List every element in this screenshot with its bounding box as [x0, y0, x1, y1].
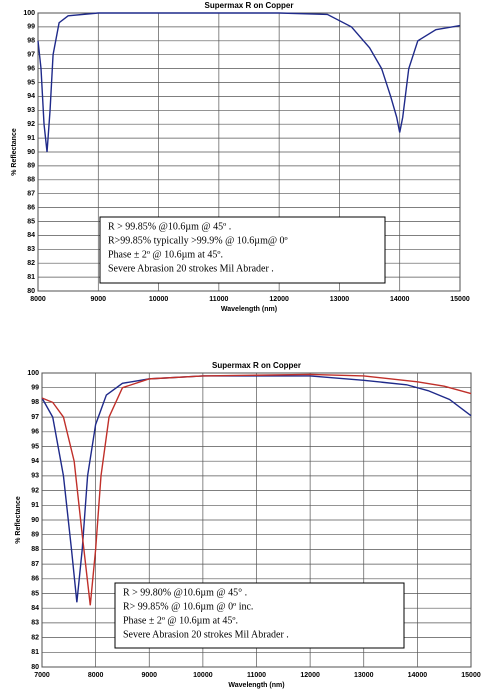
y-tick-label: 96: [27, 65, 35, 72]
y-tick-label: 97: [27, 52, 35, 59]
y-tick-label: 82: [27, 260, 35, 267]
y-tick-label: 96: [31, 429, 39, 436]
y-tick-label: 83: [31, 620, 39, 627]
y-tick-label: 83: [27, 246, 35, 253]
y-tick-label: 98: [27, 38, 35, 45]
y-tick-label: 80: [27, 288, 35, 295]
y-tick-label: 88: [31, 546, 39, 553]
x-tick-label: 9000: [90, 296, 106, 303]
y-tick-label: 91: [31, 502, 39, 509]
annotation: Severe Abrasion 20 strokes Mil Abrader .: [108, 263, 274, 274]
x-tick-label: 12000: [300, 672, 320, 679]
x-tick-label: 8000: [88, 672, 104, 679]
chart: 80 81 82 83 84 85 86 87 88 89 90 91 92 93 94 95 96 97 98 99…: [15, 361, 481, 689]
y-tick-label: 93: [27, 107, 35, 114]
y-tick-label: 86: [27, 204, 35, 211]
y-tick-label: 81: [27, 274, 35, 281]
y-tick-label: 89: [27, 163, 35, 170]
x-tick-label: 14000: [408, 672, 428, 679]
chart: 80 81 82 83 84 85 86 87 88 89 90 91 92 93 94 95 96 97 98 99…: [11, 1, 470, 313]
x-tick-label: 15000: [450, 296, 470, 303]
x-tick-label: 14000: [390, 296, 410, 303]
y-tick-label: 87: [27, 191, 35, 198]
annotation: Severe Abrasion 20 strokes Mil Abrader .: [123, 629, 289, 640]
y-tick-label: 86: [31, 576, 39, 583]
y-tick-label: 99: [31, 385, 39, 392]
x-axis-label: Wavelength (nm): [228, 682, 284, 689]
y-tick-label: 81: [31, 649, 39, 656]
y-tick-label: 90: [31, 517, 39, 524]
x-axis-label: Wavelength (nm): [221, 306, 277, 313]
x-tick-label: 8000: [30, 296, 46, 303]
y-tick-label: 85: [31, 590, 39, 597]
y-axis-label: % Reflectance: [15, 496, 22, 544]
annotation-box: [99, 216, 386, 284]
chart-title: Supermax R on Copper: [212, 361, 301, 370]
chart-title: Supermax R on Copper: [205, 1, 294, 10]
annotation: R > 99.80% @10.6µm @ 45° .: [123, 587, 247, 598]
annotation: Phase ± 2º @ 10.6µm at 45º.: [123, 615, 238, 626]
x-tick-label: 13000: [354, 672, 374, 679]
x-tick-label: 7000: [34, 672, 50, 679]
y-tick-label: 89: [31, 532, 39, 539]
annotation: R> 99.85% @ 10.6µm @ 0º inc.: [123, 601, 253, 612]
y-tick-label: 91: [27, 135, 35, 142]
y-axis-label: % Reflectance: [11, 128, 18, 176]
annotation: R > 99.85% @10.6µm @ 45º .: [108, 221, 231, 232]
y-tick-label: 90: [27, 149, 35, 156]
y-tick-label: 84: [31, 605, 39, 612]
y-tick-label: 94: [31, 458, 39, 465]
y-tick-label: 97: [31, 414, 39, 421]
series-line: [37, 12, 461, 153]
y-tick-label: 85: [27, 218, 35, 225]
y-tick-label: 92: [31, 487, 39, 494]
y-tick-label: 99: [27, 24, 35, 31]
x-tick-label: 10000: [193, 672, 213, 679]
x-tick-label: 15000: [461, 672, 481, 679]
y-tick-label: 88: [27, 177, 35, 184]
y-tick-label: 100: [23, 10, 35, 17]
y-tick-label: 93: [31, 473, 39, 480]
y-tick-label: 94: [27, 93, 35, 100]
series-line: [41, 375, 472, 603]
x-tick-label: 12000: [269, 296, 289, 303]
y-tick-label: 84: [27, 232, 35, 239]
y-tick-label: 98: [31, 399, 39, 406]
annotation: Phase ± 2º @ 10.6µm at 45º.: [108, 249, 223, 260]
x-tick-label: 9000: [141, 672, 157, 679]
x-tick-label: 13000: [330, 296, 350, 303]
x-tick-label: 10000: [149, 296, 169, 303]
annotation: R>99.85% typically >99.9% @ 10.6µm@ 0º: [108, 235, 288, 246]
y-tick-label: 82: [31, 634, 39, 641]
x-tick-label: 11000: [209, 296, 228, 303]
y-tick-label: 87: [31, 561, 39, 568]
x-tick-label: 11000: [247, 672, 266, 679]
annotation-box: [114, 582, 405, 649]
series-line: [41, 373, 472, 606]
y-tick-label: 95: [31, 443, 39, 450]
y-tick-label: 92: [27, 121, 35, 128]
y-tick-label: 80: [31, 664, 39, 671]
y-tick-label: 100: [27, 370, 39, 377]
y-tick-label: 95: [27, 79, 35, 86]
